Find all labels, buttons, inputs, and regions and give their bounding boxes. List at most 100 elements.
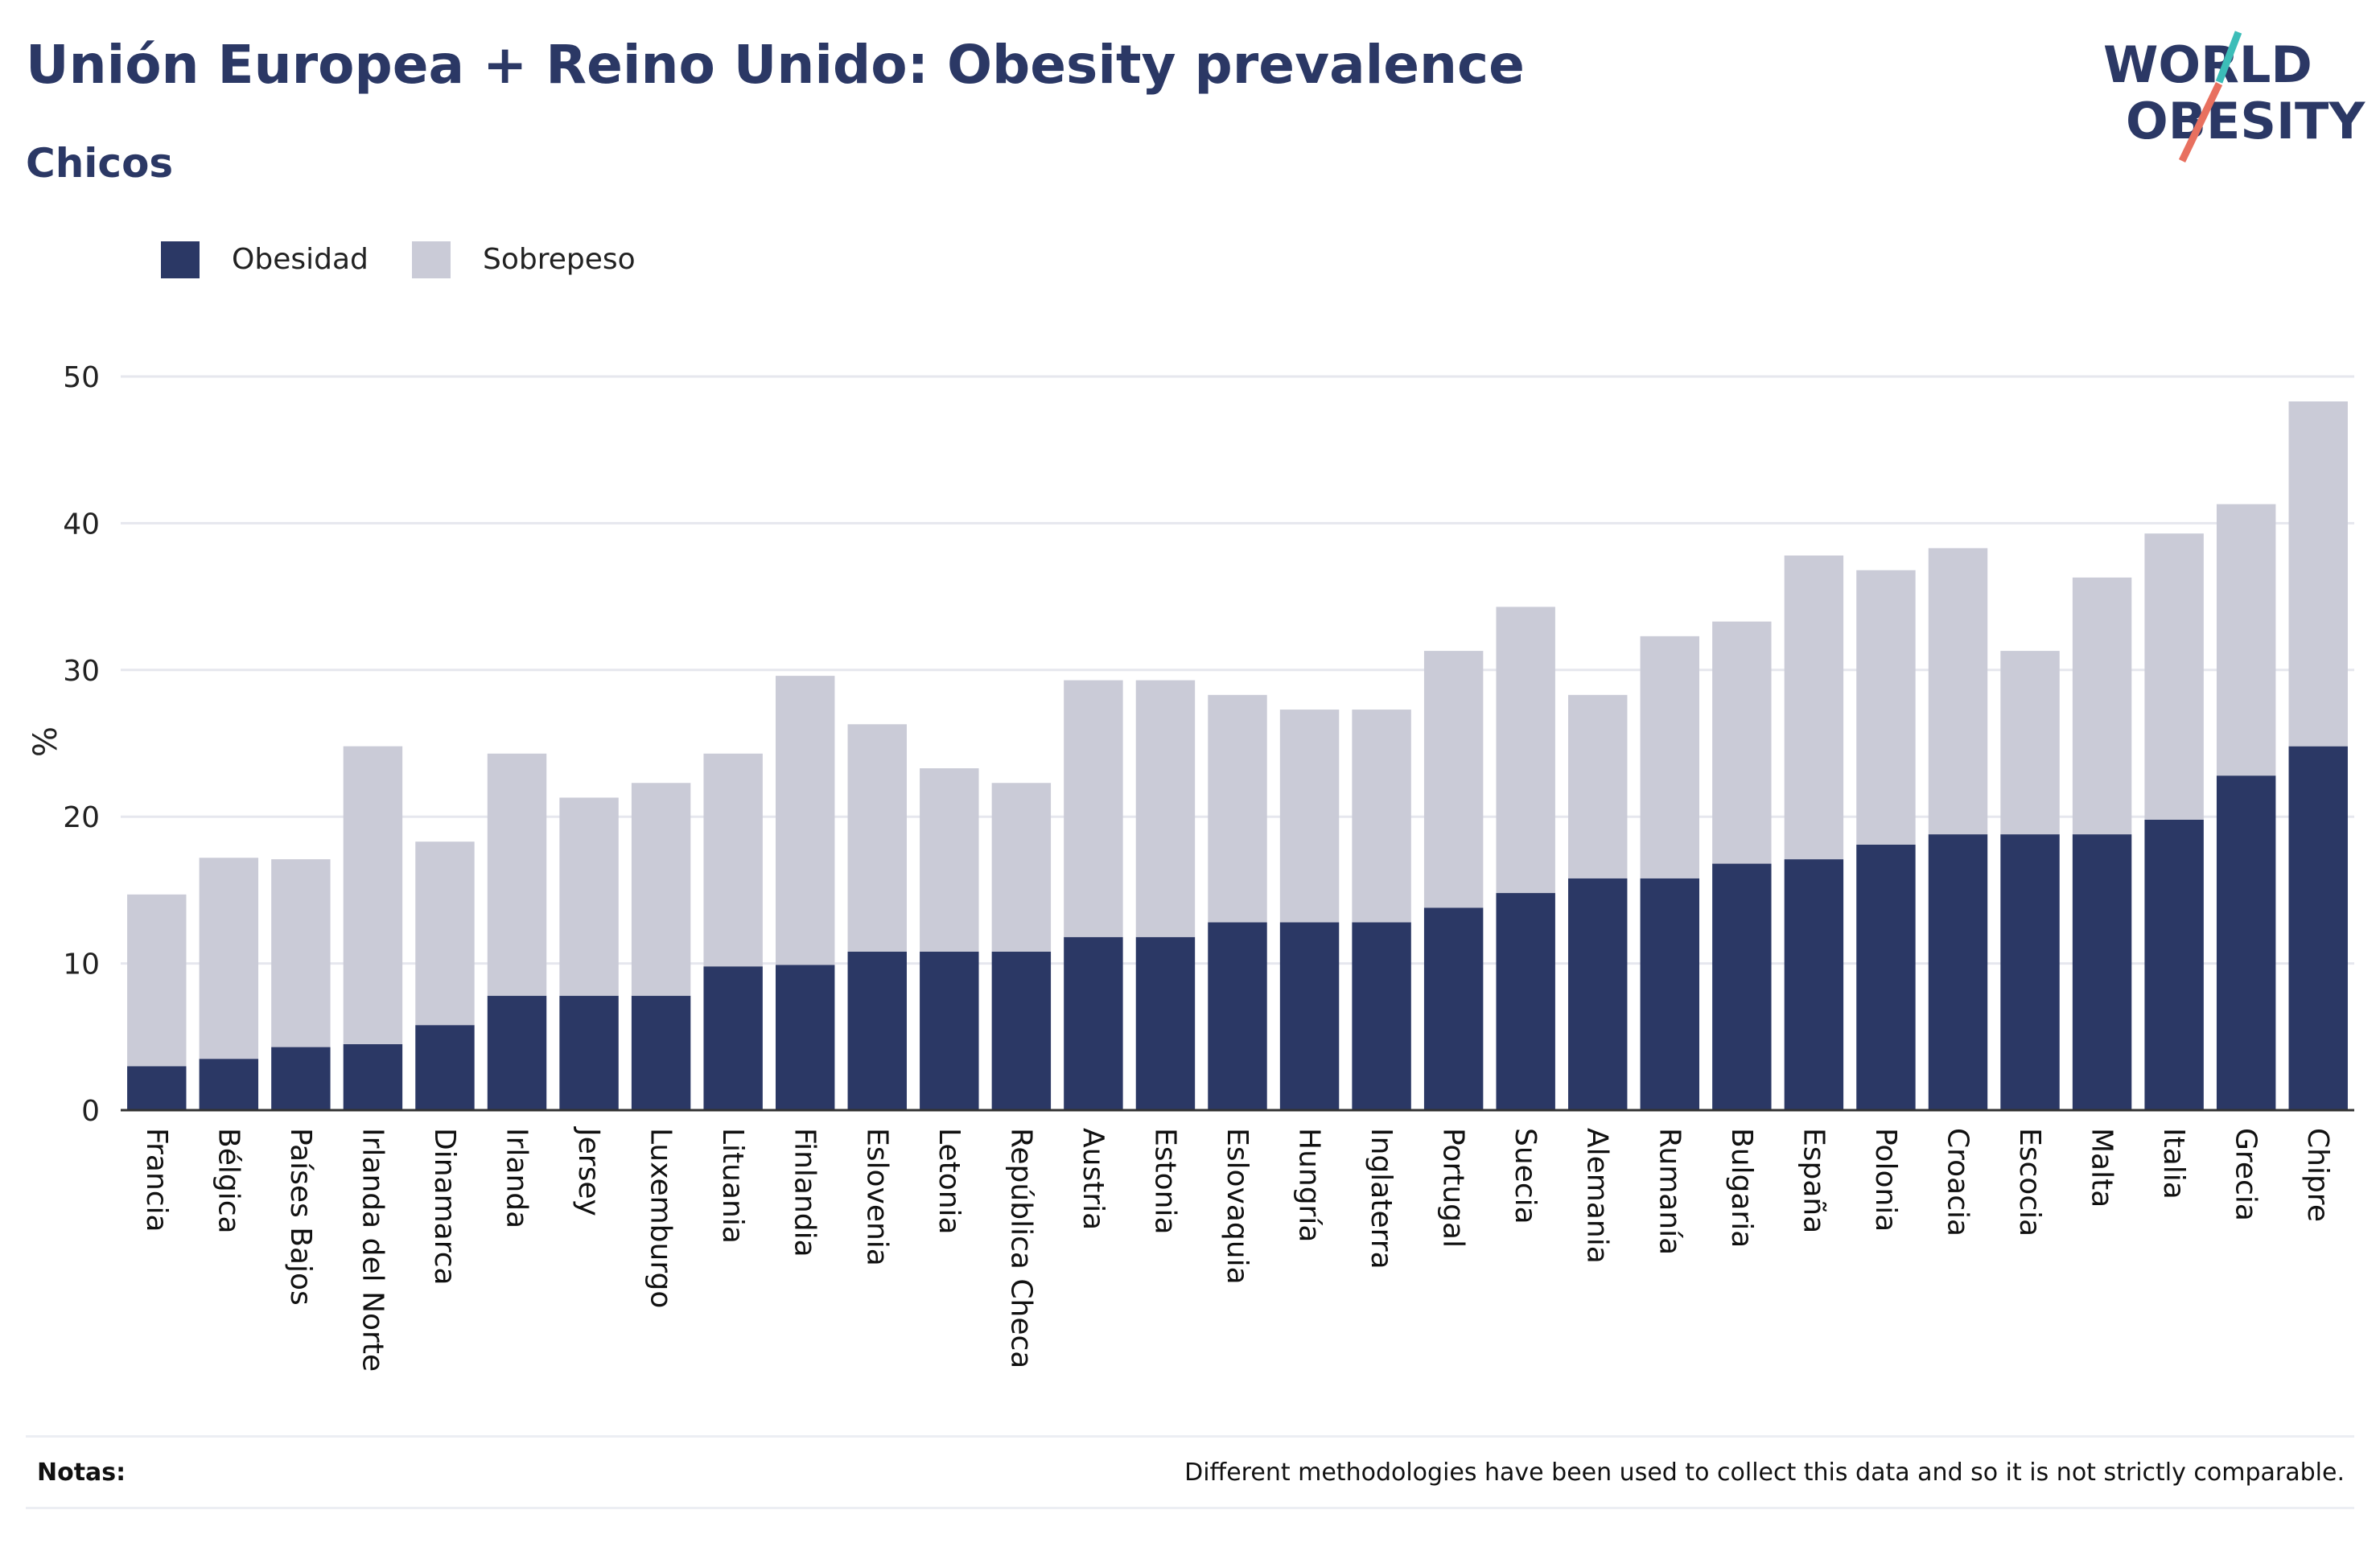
- bar-sobrepeso: [847, 724, 907, 952]
- y-tick-label: 10: [63, 948, 100, 981]
- x-tick-label: Suecia: [1509, 1128, 1542, 1224]
- bar-sobrepeso: [199, 858, 259, 1059]
- x-tick-label: Portugal: [1437, 1128, 1470, 1248]
- x-tick-label: Escocia: [2013, 1128, 2046, 1236]
- logo-slash-teal: [2215, 31, 2242, 84]
- bar-sobrepeso: [1568, 694, 1628, 878]
- bar-obesidad: [1784, 859, 1844, 1110]
- bar-sobrepeso: [1279, 710, 1340, 923]
- y-tick-label: 20: [63, 801, 100, 834]
- x-tick-label: Italia: [2157, 1128, 2190, 1199]
- y-tick-label: 30: [63, 655, 100, 688]
- x-tick-label: Bélgica: [212, 1128, 245, 1234]
- x-tick-label: Eslovenia: [860, 1128, 893, 1266]
- world-obesity-logo: WORLD OBESITY: [2103, 31, 2366, 163]
- bar-sobrepeso: [1928, 548, 1988, 835]
- notes-text: Different methodologies have been used t…: [1184, 1459, 2345, 1487]
- bar-sobrepeso: [343, 746, 403, 1044]
- bar-sobrepeso: [127, 894, 187, 1067]
- x-tick-label: Inglaterra: [1365, 1128, 1398, 1269]
- x-tick-label: Dinamarca: [428, 1128, 461, 1286]
- stacked-bar-chart: 0 10 20 30 40 50 Francia Bélgica Países Bajos Ir…: [27, 361, 2354, 1372]
- bar-obesidad: [1712, 863, 1772, 1110]
- bar-sobrepeso: [271, 859, 331, 1047]
- x-tick-label: Austria: [1077, 1128, 1110, 1230]
- y-tick-label: 50: [63, 361, 100, 394]
- bar-obesidad: [991, 952, 1052, 1110]
- bar-obesidad: [1856, 844, 1916, 1110]
- bar-obesidad: [1208, 922, 1267, 1110]
- bar-obesidad: [343, 1043, 403, 1110]
- bar-sobrepeso: [2144, 533, 2204, 820]
- y-tick-label: 0: [81, 1095, 100, 1128]
- y-tick-label: 40: [63, 508, 100, 541]
- x-tick-label: República Checa: [1004, 1128, 1037, 1368]
- logo-slash-coral: [2178, 82, 2223, 163]
- bar-obesidad: [1568, 878, 1628, 1110]
- x-tick-label: Francia: [140, 1128, 173, 1232]
- x-tick-label: Alemania: [1581, 1128, 1614, 1264]
- bar-obesidad: [487, 995, 547, 1110]
- x-tick-label: Lituania: [716, 1128, 749, 1244]
- bar-obesidad: [2216, 776, 2276, 1110]
- bar-sobrepeso: [703, 753, 763, 967]
- bars: [127, 401, 2348, 1110]
- bar-obesidad: [1064, 936, 1123, 1110]
- bar-sobrepeso: [1712, 621, 1772, 864]
- bar-obesidad: [2288, 746, 2348, 1110]
- x-tick-label: Chipre: [2301, 1128, 2334, 1222]
- logo-text-obesity: OBESITY: [2126, 92, 2366, 150]
- bar-obesidad: [1496, 893, 1555, 1110]
- page-subtitle: Chicos: [26, 140, 174, 187]
- bar-obesidad: [199, 1059, 259, 1110]
- bar-obesidad: [2144, 819, 2204, 1110]
- x-tick-label: Rumaní­a: [1653, 1128, 1686, 1255]
- logo-text-world: WORLD: [2103, 35, 2312, 94]
- bar-sobrepeso: [1496, 607, 1555, 894]
- bar-sobrepeso: [1352, 710, 1411, 923]
- x-tick-label: Croacia: [1941, 1128, 1974, 1236]
- bar-obesidad: [415, 1025, 475, 1110]
- bar-obesidad: [2072, 834, 2132, 1110]
- bar-sobrepeso: [2072, 577, 2132, 835]
- legend-label-sobrepeso: Sobrepeso: [483, 243, 636, 276]
- x-tick-label: Grecia: [2230, 1128, 2263, 1221]
- bar-sobrepeso: [2000, 651, 2060, 835]
- bar-obesidad: [559, 995, 619, 1110]
- legend-label-obesidad: Obesidad: [232, 243, 369, 276]
- x-tick-label: Bulgaria: [1725, 1128, 1758, 1248]
- x-tick-label: Luxemburgo: [644, 1128, 677, 1308]
- bar-obesidad: [1279, 922, 1340, 1110]
- bar-obesidad: [1135, 936, 1196, 1110]
- x-tick-label: Estonia: [1148, 1128, 1181, 1235]
- legend-swatch-obesidad: [161, 241, 200, 278]
- x-tick-label: Letonia: [933, 1128, 966, 1235]
- bar-sobrepeso: [1208, 694, 1267, 923]
- x-tick-label: Polonia: [1869, 1128, 1902, 1232]
- bar-sobrepeso: [559, 797, 619, 996]
- bar-obesidad: [1640, 878, 1700, 1110]
- bar-obesidad: [127, 1066, 187, 1110]
- bar-obesidad: [847, 952, 907, 1110]
- bar-sobrepeso: [631, 783, 691, 996]
- bar-sobrepeso: [1856, 570, 1916, 845]
- x-axis-labels: Francia Bélgica Países Bajos Irlanda del No…: [140, 1126, 2334, 1372]
- page-title: Unión Europea + Reino Unido: Obesity pre…: [26, 34, 1525, 96]
- x-tick-label: España: [1797, 1128, 1830, 1233]
- x-tick-label: Irlanda: [500, 1128, 533, 1228]
- bar-sobrepeso: [2288, 401, 2348, 747]
- bar-sobrepeso: [1064, 680, 1123, 937]
- bar-obesidad: [920, 952, 979, 1110]
- bar-sobrepeso: [1135, 680, 1196, 937]
- x-tick-label: Hungría: [1293, 1128, 1326, 1242]
- bar-sobrepeso: [1784, 555, 1844, 860]
- notes-bar: Notas: Different methodologies have been…: [26, 1435, 2354, 1509]
- y-axis-ticks: 0 10 20 30 40 50: [63, 361, 100, 1128]
- bar-sobrepeso: [487, 753, 547, 996]
- bar-obesidad: [703, 966, 763, 1110]
- bar-sobrepeso: [920, 768, 979, 952]
- bar-obesidad: [1352, 922, 1411, 1110]
- notes-label: Notas:: [37, 1459, 126, 1487]
- bar-obesidad: [271, 1047, 331, 1110]
- y-axis-label: %: [27, 726, 64, 757]
